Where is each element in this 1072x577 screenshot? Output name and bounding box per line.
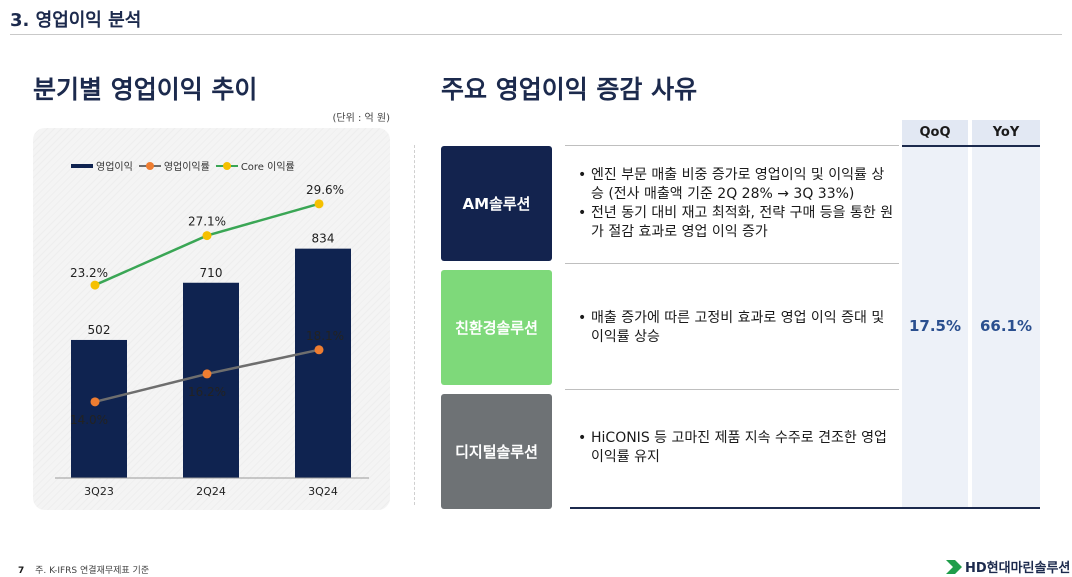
line-value-label: 14.0% bbox=[70, 413, 108, 427]
unit-label: (단위 : 억 원) bbox=[332, 113, 390, 124]
right-heading: 주요 영업이익 증감 사유 bbox=[441, 75, 698, 104]
am-solution-reasons: 엔진 부문 매출 비중 증가로 영업이익 및 이익률 상승 (전사 매출액 기준… bbox=[576, 166, 896, 242]
legend-item-operating-profit: 영업이익 bbox=[71, 158, 133, 173]
qoq-value: 17.5% bbox=[908, 317, 962, 335]
section-title: 3. 영업이익 분석 bbox=[10, 10, 142, 31]
category-digital-solution: 디지털솔루션 bbox=[441, 394, 552, 509]
chart-legend: 영업이익 영업이익률 Core 이익률 bbox=[71, 158, 301, 173]
reason-item: 매출 증가에 따른 고정비 효과로 영업 이익 증대 및 이익률 상승 bbox=[576, 309, 896, 347]
footnote-text: 주. K-IFRS 연결재무제표 기준 bbox=[35, 566, 150, 576]
bar-value-label: 834 bbox=[312, 232, 335, 246]
reason-item: 전년 동기 대비 재고 최적화, 전략 구매 등을 통한 원가 절감 효과로 영… bbox=[576, 204, 896, 242]
line-value-label: 29.6% bbox=[306, 183, 344, 197]
line-marker bbox=[90, 397, 100, 407]
qoq-column-background bbox=[902, 145, 968, 507]
x-tick-label: 3Q24 bbox=[308, 485, 338, 498]
legend-label: Core 이익률 bbox=[240, 162, 295, 173]
bar-2Q24 bbox=[183, 282, 239, 478]
chart-table-divider bbox=[414, 145, 415, 505]
line-marker bbox=[314, 345, 324, 355]
x-tick-label: 2Q24 bbox=[196, 485, 226, 498]
row-rule bbox=[565, 389, 899, 390]
line-marker bbox=[202, 369, 212, 379]
line-value-label: 23.2% bbox=[70, 266, 108, 280]
row-rule bbox=[565, 263, 899, 264]
title-divider bbox=[10, 34, 1062, 35]
line-value-label: 27.1% bbox=[188, 215, 226, 229]
reason-item: HiCONIS 등 고마진 제품 지속 수주로 견조한 영업이익률 유지 bbox=[576, 429, 896, 467]
legend-swatch-line bbox=[215, 161, 238, 170]
chart-panel: 영업이익 영업이익률 Core 이익률 502 710 834 3Q23 2Q24 3Q2… bbox=[33, 128, 390, 510]
bar-3Q23 bbox=[71, 339, 127, 478]
footnote: 7 주. K-IFRS 연결재무제표 기준 bbox=[18, 563, 149, 576]
line-marker bbox=[202, 231, 212, 241]
bar-value-label: 710 bbox=[200, 266, 223, 280]
legend-label: 영업이익 bbox=[96, 162, 133, 173]
bar-value-label: 502 bbox=[88, 323, 111, 337]
left-heading: 분기별 영업이익 추이 bbox=[33, 75, 258, 104]
company-logo: HD현대마린솔루션 bbox=[946, 557, 1070, 576]
bar-3Q24 bbox=[295, 248, 351, 478]
legend-item-core-margin: Core 이익률 bbox=[215, 158, 295, 173]
logo-mark-icon bbox=[946, 559, 962, 574]
category-eco-solution: 친환경솔루션 bbox=[441, 270, 552, 385]
legend-swatch-line bbox=[138, 161, 161, 170]
header-underline bbox=[902, 145, 1040, 147]
legend-item-operating-margin: 영업이익률 bbox=[138, 158, 210, 173]
yoy-value: 66.1% bbox=[979, 317, 1033, 335]
chart-plot: 502 710 834 3Q23 2Q24 3Q24 14.0% 16.2% 18.1% 23.2… bbox=[55, 183, 369, 498]
line-marker bbox=[314, 199, 324, 209]
yoy-column-background bbox=[972, 145, 1040, 507]
x-tick-label: 3Q23 bbox=[84, 485, 114, 498]
reason-item: 엔진 부문 매출 비중 증가로 영업이익 및 이익률 상승 (전사 매출액 기준… bbox=[576, 166, 896, 204]
row-rule-top bbox=[565, 145, 899, 146]
line-value-label: 18.1% bbox=[306, 329, 344, 343]
logo-text: HD현대마린솔루션 bbox=[965, 561, 1071, 576]
category-am-solution: AM솔루션 bbox=[441, 146, 552, 261]
eco-solution-reasons: 매출 증가에 따른 고정비 효과로 영업 이익 증대 및 이익률 상승 bbox=[576, 309, 896, 347]
legend-swatch-bar bbox=[71, 163, 93, 168]
page-number: 7 bbox=[18, 566, 25, 576]
qoq-column-header: QoQ bbox=[902, 120, 968, 145]
legend-label: 영업이익률 bbox=[163, 162, 210, 173]
line-value-label: 16.2% bbox=[188, 385, 226, 399]
yoy-column-header: YoY bbox=[972, 120, 1040, 145]
digital-solution-reasons: HiCONIS 등 고마진 제품 지속 수주로 견조한 영업이익률 유지 bbox=[576, 429, 896, 467]
line-marker bbox=[90, 280, 100, 290]
table-bottom-rule bbox=[570, 507, 1040, 509]
